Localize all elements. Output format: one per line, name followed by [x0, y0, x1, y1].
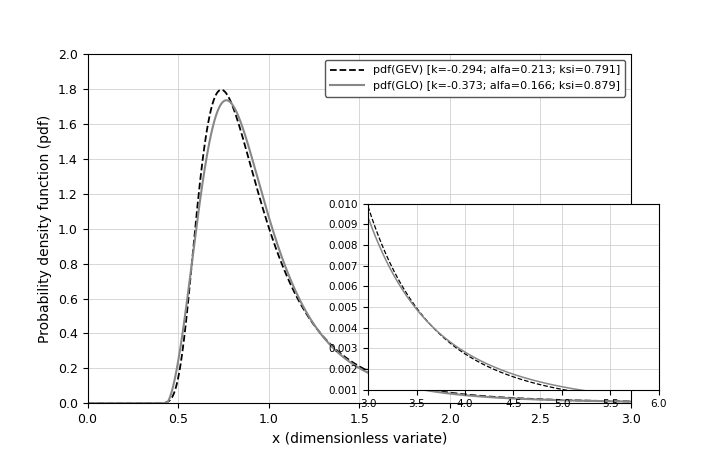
pdf(GLO) [k=-0.373; alfa=0.166; ksi=0.879] — [83, 400, 92, 406]
pdf(GEV) [k=-0.294; alfa=0.213; ksi=0.791] — [292, 293, 301, 299]
Y-axis label: Probability density function (pdf): Probability density function (pdf) — [39, 115, 53, 343]
pdf(GEV) [k=-0.294; alfa=0.213; ksi=0.791] — [146, 400, 154, 406]
pdf(GEV) [k=-0.294; alfa=0.213; ksi=0.791] — [558, 397, 566, 403]
pdf(GLO) [k=-0.373; alfa=0.166; ksi=0.879] — [178, 334, 186, 340]
pdf(GEV) [k=-0.294; alfa=0.213; ksi=0.791] — [627, 399, 635, 404]
X-axis label: x (dimensionless variate): x (dimensionless variate) — [271, 431, 447, 445]
Line: pdf(GLO) [k=-0.373; alfa=0.166; ksi=0.879]: pdf(GLO) [k=-0.373; alfa=0.166; ksi=0.87… — [88, 100, 631, 403]
pdf(GLO) [k=-0.373; alfa=0.166; ksi=0.879] — [146, 400, 154, 406]
pdf(GLO) [k=-0.373; alfa=0.166; ksi=0.879] — [292, 290, 301, 295]
pdf(GEV) [k=-0.294; alfa=0.213; ksi=0.791] — [616, 399, 625, 404]
pdf(GLO) [k=-0.373; alfa=0.166; ksi=0.879] — [558, 398, 566, 403]
Legend: pdf(GEV) [k=-0.294; alfa=0.213; ksi=0.791], pdf(GLO) [k=-0.373; alfa=0.166; ksi=: pdf(GEV) [k=-0.294; alfa=0.213; ksi=0.79… — [325, 60, 625, 96]
pdf(GLO) [k=-0.373; alfa=0.166; ksi=0.879] — [616, 399, 625, 404]
pdf(GEV) [k=-0.294; alfa=0.213; ksi=0.791] — [217, 87, 226, 92]
pdf(GEV) [k=-0.294; alfa=0.213; ksi=0.791] — [83, 400, 92, 406]
pdf(GEV) [k=-0.294; alfa=0.213; ksi=0.791] — [315, 330, 324, 335]
pdf(GLO) [k=-0.373; alfa=0.166; ksi=0.879] — [315, 330, 324, 335]
pdf(GLO) [k=-0.373; alfa=0.166; ksi=0.879] — [627, 399, 635, 404]
pdf(GLO) [k=-0.373; alfa=0.166; ksi=0.879] — [222, 97, 231, 103]
Line: pdf(GEV) [k=-0.294; alfa=0.213; ksi=0.791]: pdf(GEV) [k=-0.294; alfa=0.213; ksi=0.79… — [88, 90, 631, 403]
pdf(GEV) [k=-0.294; alfa=0.213; ksi=0.791] — [178, 352, 186, 358]
